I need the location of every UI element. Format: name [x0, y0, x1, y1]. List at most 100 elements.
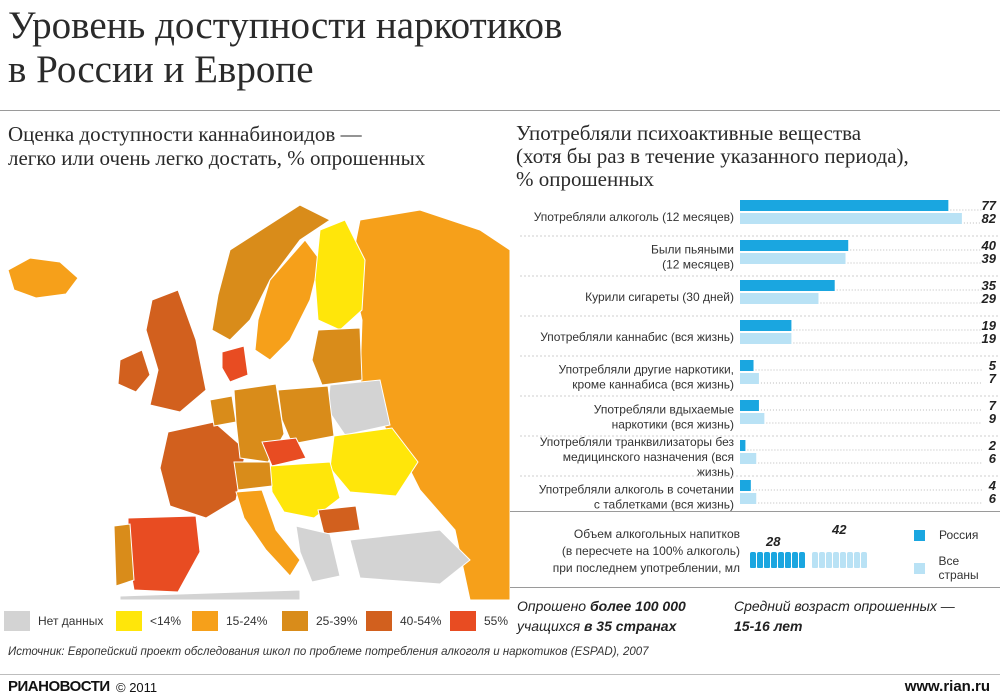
bar-all-countries	[740, 293, 819, 304]
bar-russia	[740, 480, 751, 491]
bottle-icon	[792, 552, 798, 568]
bottle-icon	[799, 552, 805, 568]
map-region-alps	[233, 461, 273, 491]
legend-label: 55%	[484, 614, 509, 628]
all-volume-value: 42	[832, 522, 847, 537]
category-label: Употребляли каннабис (вся жизнь)	[540, 330, 734, 344]
category-label: Употребляли другие наркотики,	[559, 363, 734, 377]
bar-russia	[740, 400, 759, 411]
value-label-all: 29	[981, 291, 997, 306]
legend-item-40-54: 40-54%	[366, 609, 441, 633]
legend-label: 25-39%	[316, 614, 358, 628]
value-label-russia: 77	[982, 198, 997, 213]
legend-label: <14%	[150, 614, 182, 628]
chart-subtitle: Употребляли психоактивные вещества (хотя…	[516, 122, 1000, 191]
legend-label: Нет данных	[38, 614, 104, 628]
bar-russia	[740, 320, 792, 331]
alcohol-volume-block: Объем алкогольных напитков (в пересчете …	[510, 520, 1000, 600]
category-label: (12 месяцев)	[662, 258, 734, 272]
legend-label: 15-24%	[226, 614, 268, 628]
legend-swatch	[192, 611, 218, 631]
key-russia: Россия	[914, 528, 978, 542]
key-swatch-russia	[914, 529, 925, 541]
title-line-2: в России и Европе	[8, 48, 314, 91]
legend-item-55: 55%	[450, 609, 508, 633]
surveyed-prefix: Опрошено	[517, 598, 590, 614]
legend-item-lt14: <14%	[116, 609, 181, 633]
age-line-2: 15-16 лет	[734, 618, 803, 634]
map-region-greece	[295, 525, 341, 583]
category-label: Употребляли вдыхаемые	[594, 403, 735, 417]
alcohol-caption-line-1: Объем алкогольных напитков	[573, 527, 740, 541]
alcohol-caption-line-2: (в пересчете на 100% алкоголь)	[561, 544, 740, 558]
brand-logo: РИАНОВОСТИ	[8, 678, 110, 695]
key-label-all: Все страны	[938, 554, 979, 582]
value-label-russia: 2	[988, 438, 997, 453]
map-region-poland	[277, 385, 335, 445]
bottle-icon	[861, 552, 867, 568]
value-label-all: 7	[989, 371, 997, 386]
map-region-central	[269, 461, 341, 519]
map-region-italy	[235, 489, 301, 577]
legend-swatch	[116, 611, 142, 631]
category-label: медицинского назначения (вся	[563, 450, 734, 464]
bottle-icon	[771, 552, 777, 568]
bottle-icon	[840, 552, 846, 568]
value-label-russia: 19	[982, 318, 997, 333]
surveyed-fact: Опрошено более 100 000 учащихся в 35 стр…	[517, 596, 686, 636]
title-divider	[0, 110, 1000, 111]
chart-subtitle-line-3: % опрошенных	[516, 167, 655, 191]
map-subtitle-line-1: Оценка доступности каннабиноидов —	[8, 122, 362, 146]
surveyed-count: более 100 000	[589, 598, 686, 614]
map-region-iceland	[7, 257, 79, 299]
bottle-icon	[750, 552, 756, 568]
bottle-icon	[847, 552, 853, 568]
bar-all-countries	[740, 493, 757, 504]
title-line-1: Уровень доступности наркотиков	[8, 4, 563, 47]
category-label: Были пьяными	[651, 243, 734, 257]
map-region-bulgaria	[317, 505, 361, 535]
bottle-icon	[854, 552, 860, 568]
value-label-russia: 5	[989, 358, 997, 373]
chart-divider	[510, 511, 1000, 512]
footer-divider	[0, 674, 1000, 675]
category-label: Употребляли алкоголь в сочетании	[539, 483, 734, 497]
site-link[interactable]: www.rian.ru	[904, 678, 990, 695]
category-label: кроме каннабиса (вся жизнь)	[572, 378, 734, 392]
legend-swatch	[4, 611, 30, 631]
map-region-portugal	[113, 523, 135, 587]
map-region-denmark	[221, 345, 249, 383]
map-region-norway	[211, 204, 331, 341]
map-region-uk	[145, 289, 207, 413]
alcohol-caption-line-3: при последнем употреблении, мл	[552, 561, 740, 575]
bar-all-countries	[740, 213, 962, 224]
bar-russia	[740, 360, 754, 371]
bar-russia	[740, 200, 949, 211]
map-region-north-africa	[119, 589, 301, 600]
chart-subtitle-line-2: (хотя бы раз в течение указанного период…	[516, 144, 909, 168]
bar-all-countries	[740, 373, 759, 384]
category-label: Употребляли транквилизаторы без	[540, 435, 735, 449]
key-swatch-all	[914, 562, 925, 574]
map-region-russia	[349, 209, 510, 600]
map-region-turkey	[349, 529, 471, 585]
value-label-russia: 40	[981, 238, 997, 253]
age-fact: Средний возраст опрошенных — 15-16 лет	[734, 596, 955, 636]
europe-map	[0, 200, 510, 600]
page-title: Уровень доступности наркотиков в России …	[8, 4, 768, 92]
category-label: с таблетками (вся жизнь)	[594, 498, 734, 512]
source-note: Источник: Европейский проект обследовани…	[8, 646, 649, 658]
value-label-all: 39	[982, 251, 997, 266]
chart-subtitle-line-1: Употребляли психоактивные вещества	[516, 121, 862, 145]
age-line-1: Средний возраст опрошенных —	[734, 598, 955, 614]
map-region-czech	[261, 437, 307, 467]
value-label-russia: 7	[989, 398, 997, 413]
category-label: Курили сигареты (30 дней)	[585, 290, 734, 304]
legend-swatch	[450, 611, 476, 631]
copyright: © 2011	[116, 680, 158, 695]
legend-swatch	[282, 611, 308, 631]
bottle-icon	[785, 552, 791, 568]
legend-item-15-24: 15-24%	[192, 609, 267, 633]
legend-item-25-39: 25-39%	[282, 609, 357, 633]
bottle-icon	[833, 552, 839, 568]
